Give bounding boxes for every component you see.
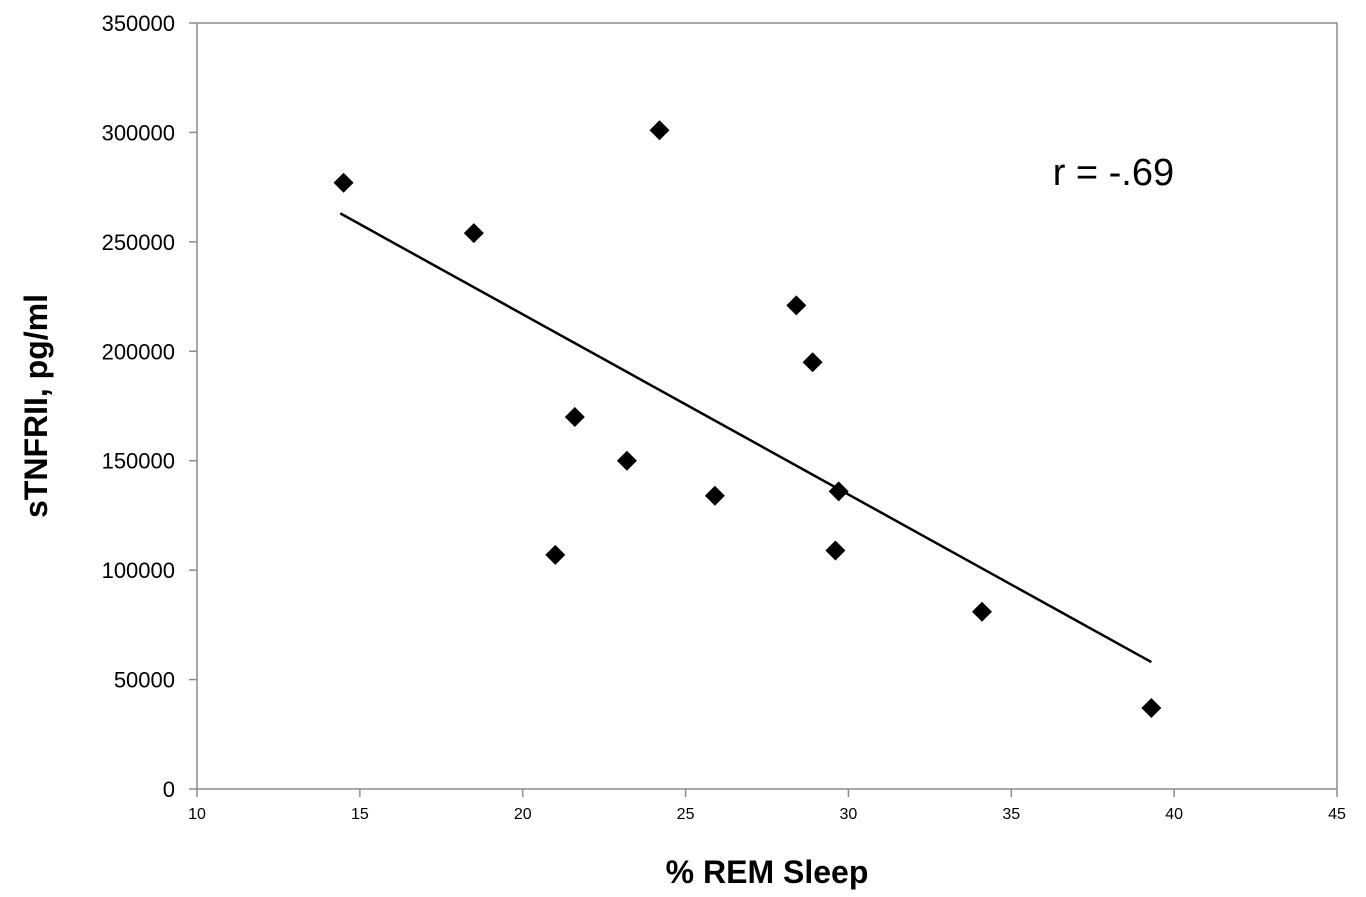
data-point: [704, 485, 725, 506]
data-point: [333, 172, 354, 193]
data-point: [1141, 698, 1162, 719]
data-point: [828, 481, 849, 502]
x-tick-label: 10: [188, 806, 206, 823]
y-axis-title: sTNFRII, pg/ml: [18, 294, 54, 518]
data-point: [616, 450, 637, 471]
data-point: [786, 295, 807, 316]
trendline: [339, 212, 1152, 664]
x-tick-label: 40: [1165, 806, 1183, 823]
correlation-annotation: r = -.69: [1053, 152, 1174, 194]
x-tick-label: 45: [1328, 806, 1346, 823]
y-tick-label: 250000: [102, 230, 175, 255]
y-tick-label: 350000: [102, 11, 175, 36]
x-tick-label: 30: [840, 806, 858, 823]
x-axis-ticks: 10 15 20 25 30 35 40 45: [188, 789, 1346, 823]
data-point: [564, 406, 585, 427]
x-tick-label: 25: [677, 806, 695, 823]
y-tick-label: 200000: [102, 339, 175, 364]
data-point: [825, 540, 846, 561]
y-axis-ticks: 0 50000 100000 150000 200000 250000 300000 3500…: [102, 11, 197, 802]
data-point: [802, 352, 823, 373]
x-tick-label: 20: [514, 806, 532, 823]
data-points: [333, 120, 1162, 719]
y-tick-label: 150000: [102, 449, 175, 474]
data-point: [545, 544, 566, 565]
plot-area: [196, 22, 1338, 790]
y-tick-label: 50000: [114, 668, 175, 693]
data-point: [971, 601, 992, 622]
y-tick-label: 100000: [102, 558, 175, 583]
y-tick-label: 300000: [102, 120, 175, 145]
x-tick-label: 15: [351, 806, 369, 823]
data-point: [649, 120, 670, 141]
data-point: [463, 223, 484, 244]
x-tick-label: 35: [1002, 806, 1020, 823]
y-tick-label: 0: [163, 777, 175, 802]
x-axis-title: % REM Sleep: [666, 854, 869, 890]
